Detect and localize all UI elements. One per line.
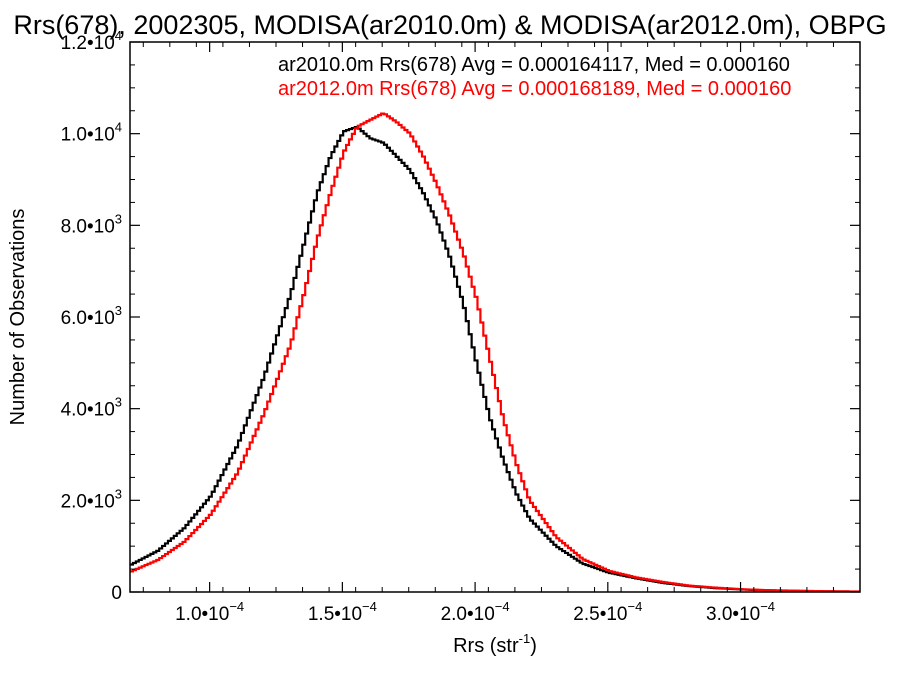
- x-tick-label-4: 3.0•10−4: [706, 599, 775, 625]
- y-tick-label-3: 6.0•103: [61, 303, 122, 329]
- y-tick-label-1: 2.0•103: [61, 486, 122, 512]
- legend: ar2010.0m Rrs(678) Avg = 0.000164117, Me…: [278, 54, 791, 100]
- y-tick-label-6: 1.2•104: [61, 28, 122, 54]
- x-axis-label-exponent: -1: [519, 631, 531, 646]
- x-tick-label-2: 2.0•10−4: [441, 599, 510, 625]
- y-tick-label-5: 1.0•104: [61, 120, 122, 146]
- series-group: [130, 112, 860, 592]
- y-tick-label-4: 8.0•103: [61, 211, 122, 237]
- x-axis-label: Rrs (str-1): [453, 631, 537, 657]
- legend-entry-ar2010: ar2010.0m Rrs(678) Avg = 0.000164117, Me…: [278, 54, 790, 76]
- y-axis-label: Number of Observations: [7, 209, 29, 426]
- x-tick-label-3: 2.5•10−4: [573, 599, 642, 625]
- series-line-1: [130, 112, 860, 592]
- x-axis-label-text: Rrs (str: [453, 635, 519, 657]
- y-tick-label-2: 4.0•103: [61, 395, 122, 421]
- x-axis: 1.0•10−4 1.5•10−4 2.0•10−4 2.5•10−4 3.0•10−4: [142, 42, 834, 625]
- y-tick-label-0: 0: [111, 583, 122, 604]
- x-axis-label-close: ): [530, 635, 537, 657]
- x-tick-label-1: 1.5•10−4: [308, 599, 377, 625]
- legend-entry-ar2012: ar2012.0m Rrs(678) Avg = 0.000168189, Me…: [278, 78, 791, 100]
- x-tick-label-0: 1.0•10−4: [175, 599, 244, 625]
- chart-title: Rrs(678), 2002305, MODISA(ar2010.0m) & M…: [13, 10, 886, 40]
- y-axis: 0 2.0•103 4.0•103 6.0•103 8.0•103 1.0•104 1.2•…: [61, 28, 860, 604]
